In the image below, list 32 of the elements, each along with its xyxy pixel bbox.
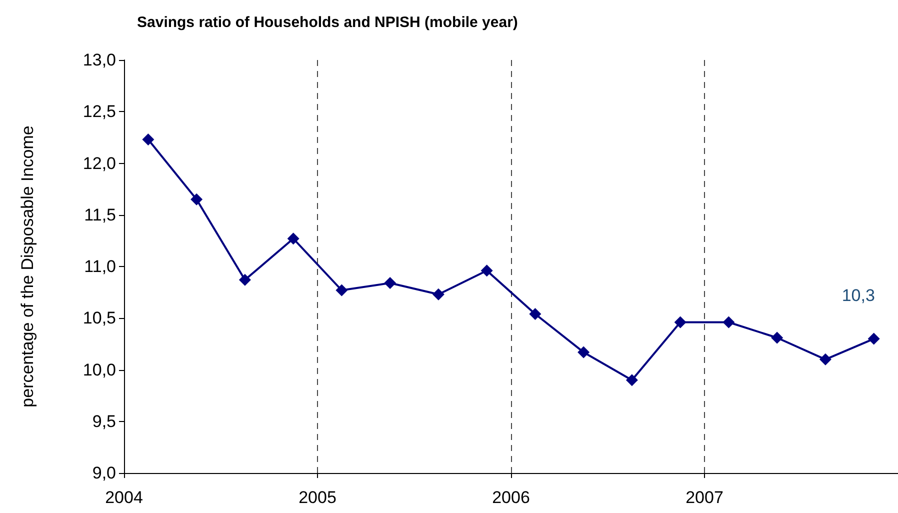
x-tick-label: 2007 <box>686 488 724 507</box>
point <box>432 288 444 300</box>
x-tick-label: 2004 <box>105 488 143 507</box>
point <box>819 353 832 366</box>
y-tick-label: 9,5 <box>92 412 116 431</box>
y-tick-label: 10,5 <box>82 308 116 328</box>
point <box>384 277 396 290</box>
y-tick-label: 11,5 <box>84 205 116 224</box>
point <box>868 332 880 345</box>
y-tick-label: 13,0 <box>82 50 116 70</box>
y-tick-label: 11,0 <box>84 257 116 276</box>
x-tick-label: 2006 <box>492 488 530 507</box>
point <box>190 193 203 206</box>
y-axis-title: percentage of the Disposable Income <box>18 126 37 408</box>
point <box>626 374 638 386</box>
point <box>480 264 493 277</box>
y-tick-label: 12,0 <box>82 154 116 173</box>
y-tick-label: 10,0 <box>82 360 116 380</box>
point <box>336 284 348 296</box>
point <box>142 134 154 146</box>
y-tick-label: 9,0 <box>92 464 116 482</box>
point <box>771 332 784 344</box>
point <box>287 232 300 245</box>
point <box>238 274 251 286</box>
point <box>674 316 686 328</box>
x-tick-label: 2005 <box>298 488 336 507</box>
chart-title: Savings ratio of Households and NPISH (mobile year) <box>137 14 518 31</box>
y-tick-label: 12,5 <box>82 102 116 122</box>
point <box>529 308 542 320</box>
data-label: 10,3 <box>842 286 875 305</box>
point <box>578 346 590 358</box>
point <box>722 316 735 328</box>
